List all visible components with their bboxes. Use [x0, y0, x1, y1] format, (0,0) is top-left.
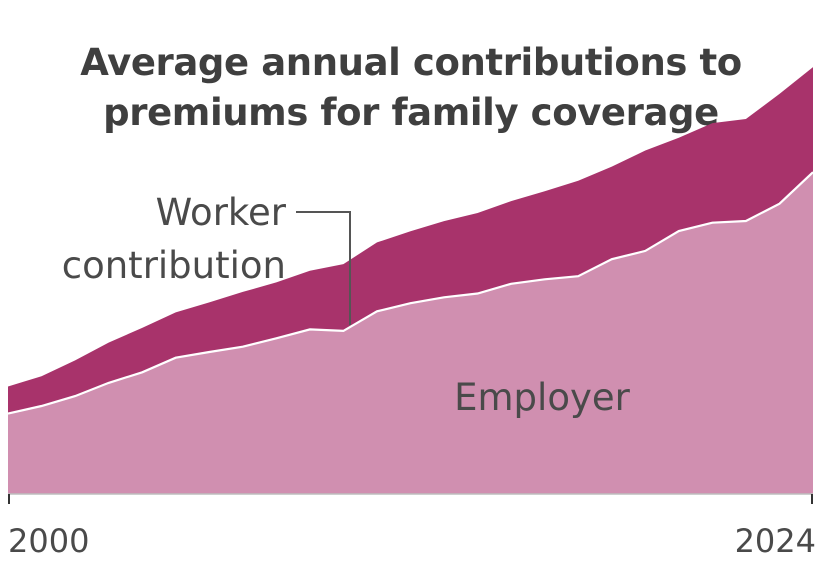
worker-label-line-1: Worker [156, 191, 287, 234]
chart-title: Average annual contributions to premiums… [0, 38, 822, 138]
worker-label-leader [296, 211, 351, 325]
chart-title-line-1: Average annual contributions to [80, 41, 742, 84]
employer-label: Employer [454, 376, 630, 419]
x-tick-label-2000: 2000 [8, 522, 89, 560]
x-tick-label-2024: 2024 [735, 522, 816, 560]
area-worker [8, 67, 813, 414]
area-employer [8, 172, 813, 494]
worker-label-line-2: contribution [62, 244, 286, 287]
chart-title-line-2: premiums for family coverage [103, 91, 719, 134]
series-boundary-line [7, 171, 814, 415]
